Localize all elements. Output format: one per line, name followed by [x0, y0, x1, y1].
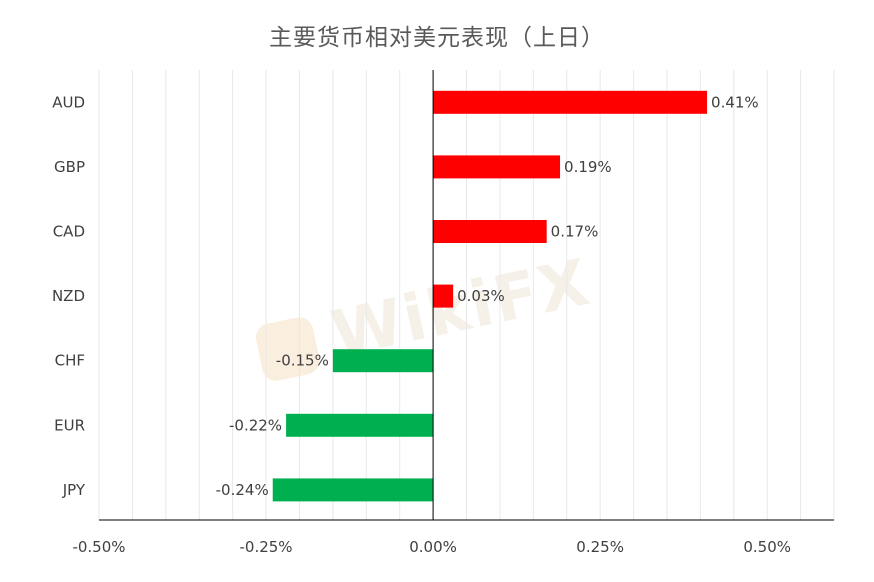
category-label-chf: CHF — [55, 352, 85, 370]
data-label-cad: 0.17% — [551, 223, 599, 241]
axis-layer — [99, 70, 834, 521]
bar-gbp — [433, 155, 561, 179]
data-label-eur: -0.22% — [229, 416, 282, 434]
bar-nzd — [433, 284, 454, 308]
data-label-gbp: 0.19% — [564, 158, 612, 176]
bar-cad — [433, 220, 547, 243]
x-tick-label: -0.25% — [240, 538, 293, 556]
data-label-jpy: -0.24% — [216, 481, 269, 499]
category-label-jpy: JPY — [62, 481, 86, 499]
x-tick-label: 0.00% — [409, 538, 457, 556]
category-label-gbp: GBP — [54, 158, 85, 176]
category-label-cad: CAD — [53, 223, 85, 241]
category-label-nzd: NZD — [52, 287, 85, 305]
category-label-eur: EUR — [54, 416, 85, 434]
data-label-chf: -0.15% — [276, 352, 329, 370]
data-label-nzd: 0.03% — [457, 287, 505, 305]
chart-title: 主要货币相对美元表现（上日） — [269, 25, 605, 51]
category-label-aud: AUD — [52, 93, 85, 111]
bar-aud — [433, 90, 708, 114]
x-tick-label: -0.50% — [72, 538, 125, 556]
x-tick-label: 0.25% — [576, 538, 624, 556]
bar-layer — [272, 90, 708, 502]
bar-eur — [286, 413, 434, 437]
data-label-aud: 0.41% — [711, 93, 759, 111]
label-layer: AUD 0.41% GBP 0.19% CAD 0.17% NZD 0.03% CHF -0.15… — [52, 93, 791, 556]
bar-chf — [332, 349, 434, 373]
bar-jpy — [272, 478, 434, 502]
x-tick-label: 0.50% — [743, 538, 791, 556]
